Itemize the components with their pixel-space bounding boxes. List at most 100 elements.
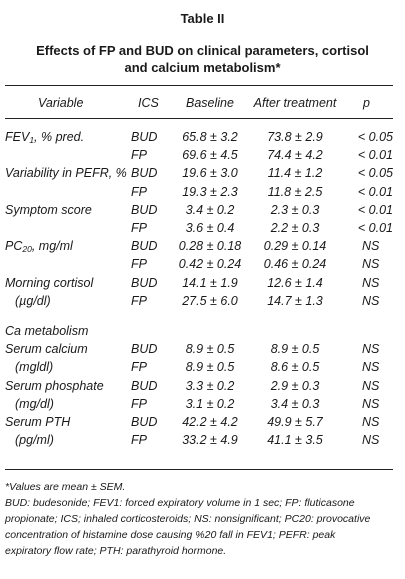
row-ics: BUD bbox=[131, 378, 158, 393]
variable-text: PC bbox=[5, 239, 23, 254]
row-p-value: < 0.05 bbox=[357, 166, 393, 181]
row-p-value: NS bbox=[362, 360, 380, 375]
row-p-value: NS bbox=[362, 433, 380, 448]
footnotes: *Values are mean ± SEM. BUD: budesonide;… bbox=[5, 479, 397, 559]
table-title-line-2: and calcium metabolism* bbox=[124, 60, 281, 75]
header-after-treatment: After treatment bbox=[253, 96, 337, 110]
variable-suffix: , mg/ml bbox=[31, 239, 73, 254]
row-baseline: 42.2 ± 4.2 bbox=[182, 415, 238, 429]
table-title-line-1: Effects of FP and BUD on clinical parame… bbox=[36, 43, 369, 58]
row-baseline: 14.1 ± 1.9 bbox=[182, 275, 238, 290]
row-after-treatment: 11.4 ± 1.2 bbox=[267, 166, 323, 181]
row-ics: FP bbox=[131, 433, 147, 448]
footnote-values: *Values are mean ± SEM. bbox=[5, 481, 126, 493]
header-p: p bbox=[363, 96, 370, 110]
row-variable: PC20, mg/ml bbox=[5, 239, 73, 256]
row-after-treatment: 41.1 ± 3.5 bbox=[267, 433, 323, 448]
row-baseline: 65.8 ± 3.2 bbox=[182, 130, 238, 144]
row-p-value: NS bbox=[362, 239, 380, 254]
row-baseline: 3.3 ± 0.2 bbox=[185, 378, 235, 393]
row-ics: BUD bbox=[131, 202, 158, 217]
footnote-line: concentration of histamine dose causing … bbox=[5, 529, 336, 541]
row-variable: Morning cortisol bbox=[5, 275, 94, 290]
row-p-value: < 0.01 bbox=[357, 202, 393, 217]
variable-suffix: , % pred. bbox=[34, 130, 85, 144]
row-ics: BUD bbox=[131, 415, 158, 429]
variable-text: FEV bbox=[5, 130, 30, 144]
row-p-value: < 0.01 bbox=[357, 184, 393, 199]
row-baseline: 3.1 ± 0.2 bbox=[185, 396, 235, 411]
row-p-value: NS bbox=[362, 257, 380, 272]
row-after-treatment: 2.2 ± 0.3 bbox=[270, 221, 320, 235]
row-ics: FP bbox=[131, 257, 147, 272]
row-variable: FEV1, % pred. bbox=[5, 130, 84, 147]
row-variable: Serum phosphate bbox=[5, 378, 104, 393]
row-baseline: 0.42 ± 0.24 bbox=[178, 257, 242, 272]
row-baseline: 27.5 ± 6.0 bbox=[182, 293, 238, 308]
bottom-rule bbox=[5, 469, 393, 470]
row-baseline: 0.28 ± 0.18 bbox=[178, 239, 242, 254]
table-title: Effects of FP and BUD on clinical parame… bbox=[0, 42, 405, 76]
row-variable: (pg/ml) bbox=[15, 433, 54, 448]
row-baseline: 3.4 ± 0.2 bbox=[185, 202, 235, 217]
row-baseline: 3.6 ± 0.4 bbox=[185, 221, 235, 235]
row-baseline: 8.9 ± 0.5 bbox=[185, 360, 235, 375]
header-variable: Variable bbox=[38, 96, 84, 110]
row-baseline: 19.6 ± 3.0 bbox=[182, 166, 238, 181]
row-after-treatment: 73.8 ± 2.9 bbox=[267, 130, 323, 144]
row-ics: BUD bbox=[131, 130, 158, 144]
footnote-line: BUD: budesonide; FEV1: forced expiratory… bbox=[5, 497, 355, 509]
row-after-treatment: 11.8 ± 2.5 bbox=[267, 184, 323, 199]
footnote-line: propionate; ICS; inhaled corticosteroids… bbox=[5, 513, 371, 525]
row-p-value: NS bbox=[362, 396, 380, 411]
row-p-value: < 0.01 bbox=[357, 221, 393, 235]
header-rule bbox=[5, 118, 393, 119]
variable-subscript: 1 bbox=[29, 135, 35, 145]
row-ics: FP bbox=[131, 360, 147, 375]
variable-subscript: 20 bbox=[22, 244, 32, 255]
section-label: Ca metabolism bbox=[5, 324, 89, 338]
row-baseline: 19.3 ± 2.3 bbox=[182, 184, 238, 199]
row-variable: (mgldl) bbox=[15, 360, 54, 375]
row-variable: Serum PTH bbox=[5, 415, 71, 429]
row-p-value: < 0.05 bbox=[357, 130, 393, 144]
row-variable: Variability in PEFR, % bbox=[5, 166, 127, 181]
row-p-value: NS bbox=[362, 275, 380, 290]
row-after-treatment: 8.6 ± 0.5 bbox=[270, 360, 320, 375]
row-after-treatment: 12.6 ± 1.4 bbox=[267, 275, 323, 290]
row-p-value: NS bbox=[362, 378, 380, 393]
row-ics: BUD bbox=[131, 342, 158, 357]
row-variable: Symptom score bbox=[5, 202, 92, 217]
row-after-treatment: 2.9 ± 0.3 bbox=[270, 378, 320, 393]
row-baseline: 33.2 ± 4.9 bbox=[182, 433, 238, 448]
row-after-treatment: 49.9 ± 5.7 bbox=[267, 415, 323, 429]
row-ics: FP bbox=[131, 221, 147, 235]
row-ics: FP bbox=[131, 293, 147, 308]
row-p-value: NS bbox=[362, 415, 380, 429]
row-ics: BUD bbox=[131, 239, 158, 254]
row-baseline: 8.9 ± 0.5 bbox=[185, 342, 235, 357]
row-ics: FP bbox=[131, 396, 147, 411]
row-ics: FP bbox=[131, 148, 147, 163]
row-variable: (µg/dl) bbox=[15, 293, 51, 308]
row-after-treatment: 0.29 ± 0.14 bbox=[263, 239, 327, 254]
row-baseline: 69.6 ± 4.5 bbox=[182, 148, 238, 163]
row-variable: Serum calcium bbox=[5, 342, 88, 357]
row-p-value: < 0.01 bbox=[357, 148, 393, 163]
row-ics: BUD bbox=[131, 166, 158, 181]
top-rule bbox=[5, 85, 393, 86]
row-after-treatment: 8.9 ± 0.5 bbox=[270, 342, 320, 357]
row-after-treatment: 2.3 ± 0.3 bbox=[270, 202, 320, 217]
footnote-abbreviations: BUD: budesonide; FEV1: forced expiratory… bbox=[5, 495, 397, 559]
row-p-value: NS bbox=[362, 293, 380, 308]
header-baseline: Baseline bbox=[186, 96, 234, 110]
footnote-line: expiratory flow rate; PTH: parathyroid h… bbox=[5, 545, 227, 557]
header-ics: ICS bbox=[138, 96, 159, 110]
row-after-treatment: 3.4 ± 0.3 bbox=[270, 396, 320, 411]
row-ics: BUD bbox=[131, 275, 158, 290]
row-after-treatment: 0.46 ± 0.24 bbox=[263, 257, 327, 272]
table-label: Table II bbox=[180, 11, 225, 26]
row-after-treatment: 14.7 ± 1.3 bbox=[267, 293, 323, 308]
row-ics: FP bbox=[131, 184, 147, 199]
